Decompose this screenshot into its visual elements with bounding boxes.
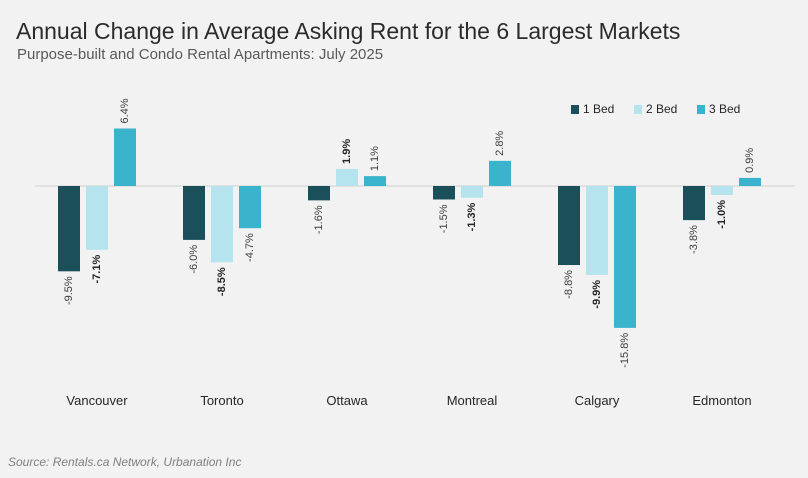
source-note: Source: Rentals.ca Network, Urbanation I… — [8, 455, 242, 469]
bar-ottawa-3-bed — [364, 176, 386, 186]
bar-toronto-3-bed — [239, 186, 261, 229]
data-label: 1.9% — [341, 139, 353, 164]
data-label: 1.1% — [369, 146, 381, 171]
legend: 1 Bed 2 Bed 3 Bed — [571, 102, 740, 116]
data-label: -9.5% — [63, 276, 75, 305]
data-label: -6.0% — [188, 245, 200, 274]
bar-calgary-1-bed — [558, 186, 580, 266]
data-label: -1.3% — [466, 202, 478, 231]
legend-label: 3 Bed — [709, 102, 740, 116]
bar-toronto-1-bed — [183, 186, 205, 240]
legend-label: 1 Bed — [583, 102, 614, 116]
data-label: -8.5% — [216, 267, 228, 296]
data-label: 6.4% — [119, 98, 131, 123]
chart-title: Annual Change in Average Asking Rent for… — [16, 18, 681, 44]
data-label: -15.8% — [619, 333, 631, 368]
data-label: -1.0% — [716, 200, 728, 229]
chart-subtitle: Purpose-built and Condo Rental Apartment… — [17, 46, 384, 63]
bar-edmonton-2-bed — [711, 186, 733, 195]
data-label: 2.8% — [494, 131, 506, 156]
bar-calgary-2-bed — [586, 186, 608, 275]
bar-montreal-1-bed — [433, 186, 455, 200]
bar-vancouver-1-bed — [58, 186, 80, 272]
category-label: Ottawa — [326, 393, 368, 408]
category-label: Toronto — [200, 393, 243, 408]
data-label: -8.8% — [563, 270, 575, 299]
category-label: Montreal — [447, 393, 498, 408]
bar-chart: -9.5% -7.1% 6.4% Vancouver -6.0% -8.5% -4.7% To… — [35, 98, 795, 408]
bar-montreal-3-bed — [489, 160, 511, 186]
legend-label: 2 Bed — [646, 102, 677, 116]
category-label: Calgary — [575, 393, 620, 408]
bar-edmonton-1-bed — [683, 186, 705, 221]
legend-swatch — [634, 105, 642, 114]
data-label: -4.7% — [244, 233, 256, 262]
bar-ottawa-1-bed — [308, 186, 330, 201]
bar-montreal-2-bed — [461, 186, 483, 198]
data-label: -9.9% — [591, 280, 603, 309]
data-label: -1.6% — [313, 205, 325, 234]
data-label: 0.9% — [744, 148, 756, 173]
data-label: -1.5% — [438, 204, 450, 233]
bar-toronto-2-bed — [211, 186, 233, 263]
legend-swatch — [571, 105, 579, 114]
bar-edmonton-3-bed — [739, 177, 761, 186]
category-label: Vancouver — [66, 393, 128, 408]
bar-vancouver-3-bed — [114, 128, 136, 186]
bar-vancouver-2-bed — [86, 186, 108, 250]
bar-calgary-3-bed — [614, 186, 636, 328]
category-label: Edmonton — [692, 393, 751, 408]
legend-swatch — [697, 105, 705, 114]
data-label: -7.1% — [91, 255, 103, 284]
bar-ottawa-2-bed — [336, 168, 358, 186]
data-label: -3.8% — [688, 225, 700, 254]
